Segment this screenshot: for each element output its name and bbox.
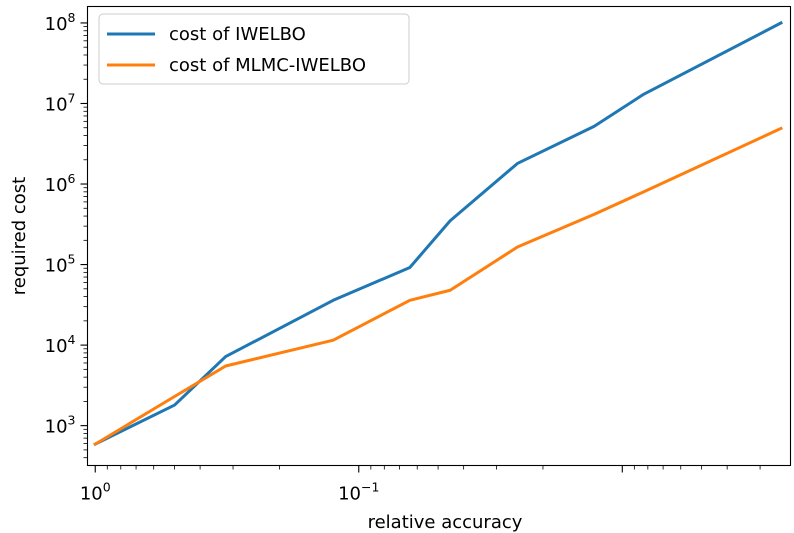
legend-label-iwelbo: cost of IWELBO [169, 24, 306, 45]
y-axis-label: required cost [9, 177, 30, 296]
y-axis-ticks: 103 104 105 106 107 108 [45, 10, 88, 459]
y-tick-label: 108 [45, 10, 76, 35]
plot-frame [86, 5, 792, 467]
y-tick-label: 107 [45, 90, 76, 115]
plot-lines [93, 20, 783, 447]
y-tick-label: 103 [45, 413, 76, 438]
y-tick-label: 106 [45, 171, 76, 196]
x-tick-label: 100 [80, 480, 111, 505]
series-line-1 [93, 126, 783, 447]
x-tick-label: 10−1 [338, 480, 379, 505]
y-tick-label: 104 [45, 332, 76, 357]
x-axis-ticks: 100 10−1 [80, 465, 761, 505]
legend-box [98, 13, 410, 85]
legend: cost of IWELBO cost of MLMC-IWELBO [98, 13, 410, 85]
legend-label-mlmc-iwelbo: cost of MLMC-IWELBO [169, 55, 366, 76]
x-axis-label: relative accuracy [368, 512, 523, 533]
y-tick-label: 105 [45, 252, 76, 277]
